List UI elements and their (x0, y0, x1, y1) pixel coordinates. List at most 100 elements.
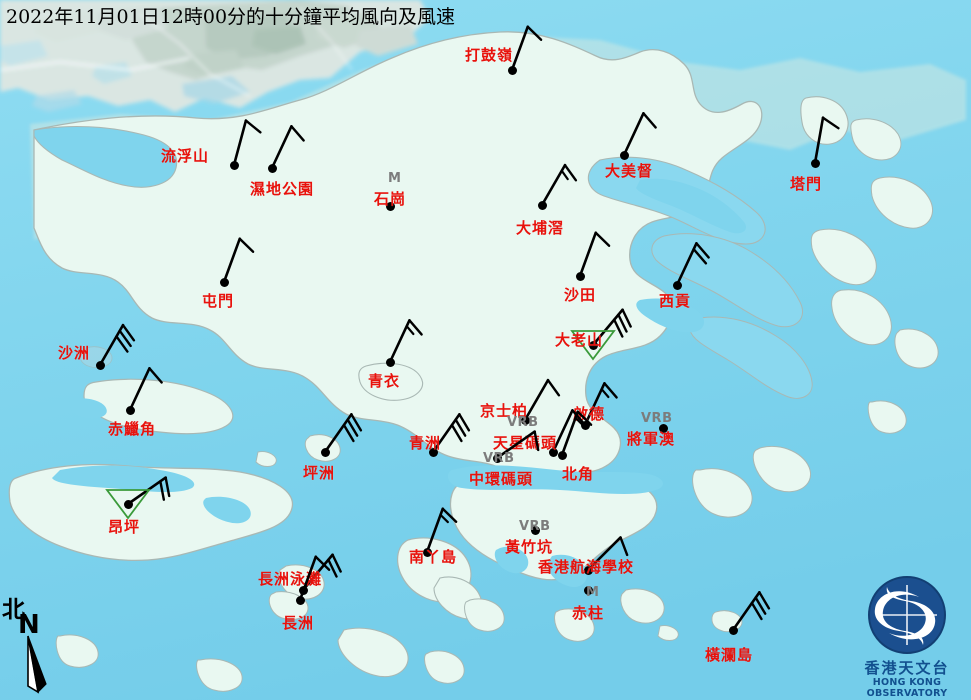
station-label-赤鱲角: 赤鱲角 (108, 420, 157, 438)
station-dot (583, 565, 593, 575)
station-flag-中環碼頭: VRB (483, 451, 515, 466)
station-dot (295, 595, 305, 605)
tolo-channel (636, 178, 747, 234)
station-flag-將軍澳: VRB (641, 411, 673, 426)
station-dot (557, 450, 567, 460)
station-dot (583, 585, 593, 595)
station-dot (507, 65, 517, 75)
station-dot (125, 405, 135, 415)
station-label-北角: 北角 (562, 465, 595, 483)
station-label-橫瀾島: 橫瀾島 (705, 646, 754, 664)
station-label-屯門: 屯門 (202, 292, 235, 310)
station-dot (422, 547, 432, 557)
compass-north-cn: 北 (2, 596, 25, 623)
station-label-大老山: 大老山 (555, 331, 604, 349)
station-dot (219, 277, 229, 287)
station-label-青洲: 青洲 (409, 434, 442, 452)
south-island-4 (424, 650, 465, 684)
station-label-香港航海學校: 香港航海學校 (538, 558, 635, 576)
east-outlying-island-2 (867, 400, 907, 434)
airport-channel (68, 398, 107, 419)
east-island (870, 176, 933, 229)
deep-bay (33, 125, 178, 188)
station-flag-黃竹坑: VRB (519, 519, 551, 534)
station-dot (548, 447, 558, 457)
station-flag-石崗: M (388, 171, 402, 186)
station-label-長洲泳灘: 長洲泳灘 (258, 570, 323, 588)
station-label-南丫島: 南丫島 (409, 548, 458, 566)
station-label-中環碼頭: 中環碼頭 (469, 470, 534, 488)
east-outlying-island (894, 328, 939, 369)
station-dot (229, 160, 239, 170)
station-label-黃竹坑: 黃竹坑 (505, 538, 554, 556)
station-dot (728, 625, 738, 635)
small-island-2 (657, 625, 679, 641)
hk-landmass (8, 31, 966, 692)
station-dot (267, 163, 277, 173)
station-dot (95, 360, 105, 370)
victoria-harbour (447, 465, 663, 495)
lantau-island (8, 463, 294, 562)
inner-bay (636, 298, 705, 333)
station-label-天星碼頭: 天星碼頭 (493, 434, 558, 452)
tsing-yi-island (358, 362, 424, 401)
station-label-沙田: 沙田 (564, 286, 597, 304)
station-label-石崗: 石崗 (374, 190, 407, 208)
station-flag-天星碼頭: VRB (507, 415, 539, 430)
south-island-2 (464, 598, 505, 632)
south-lantau-island (196, 658, 243, 692)
northeast-island (850, 118, 902, 161)
repulse-bay (494, 546, 529, 574)
southwest-island (55, 634, 99, 668)
station-dot (428, 447, 438, 457)
clearwater-bay-south (752, 446, 812, 493)
station-label-長洲: 長洲 (282, 614, 315, 632)
compass-rose: 北 N (2, 590, 62, 695)
station-label-西貢: 西貢 (659, 292, 692, 310)
station-dot (385, 357, 395, 367)
station-dot (575, 271, 585, 281)
station-dot (123, 499, 133, 509)
mainland-satellite (0, 0, 430, 112)
sai-kung-east-island (810, 228, 877, 286)
station-dot (588, 340, 598, 350)
station-label-流浮山: 流浮山 (161, 147, 210, 165)
station-label-塔門: 塔門 (790, 175, 823, 193)
station-label-將軍澳: 將軍澳 (627, 430, 676, 448)
station-label-濕地公園: 濕地公園 (250, 180, 315, 198)
station-dot (658, 423, 668, 433)
station-label-青衣: 青衣 (368, 372, 401, 390)
station-dot (385, 201, 395, 211)
station-label-坪洲: 坪洲 (303, 464, 336, 482)
station-label-大埔滘: 大埔滘 (516, 219, 565, 237)
station-label-沙洲: 沙洲 (58, 344, 91, 362)
station-label-大美督: 大美督 (605, 162, 654, 180)
hko-logo-icon (868, 576, 946, 654)
compass-north-en: N (18, 610, 40, 640)
station-dot (530, 525, 540, 535)
lantau-east-bay (203, 496, 251, 524)
po-toi-island (620, 588, 665, 624)
chek-lap-kok (83, 378, 234, 435)
station-label-啟德: 啟德 (573, 405, 606, 423)
station-label-京士柏: 京士柏 (480, 402, 529, 420)
station-label-昂坪: 昂坪 (108, 518, 141, 536)
stanley-bay (547, 554, 587, 588)
hko-logo-cn: 香港天文台 (864, 659, 950, 677)
hko-logo: 香港天文台 HONG KONG OBSERVATORY (845, 575, 969, 699)
station-dot (537, 200, 547, 210)
station-dot (619, 150, 629, 160)
south-island-3 (337, 627, 409, 678)
station-label-赤柱: 赤柱 (572, 604, 605, 622)
station-flag-赤柱: M (586, 585, 600, 600)
station-dot (810, 158, 820, 168)
junk-bay-island (692, 468, 753, 518)
station-dot (320, 447, 330, 457)
station-dot (520, 415, 530, 425)
hko-logo-en: HONG KONG OBSERVATORY (866, 677, 948, 699)
station-dot (492, 453, 502, 463)
south-island-1 (554, 608, 595, 642)
small-island-1 (255, 451, 277, 467)
